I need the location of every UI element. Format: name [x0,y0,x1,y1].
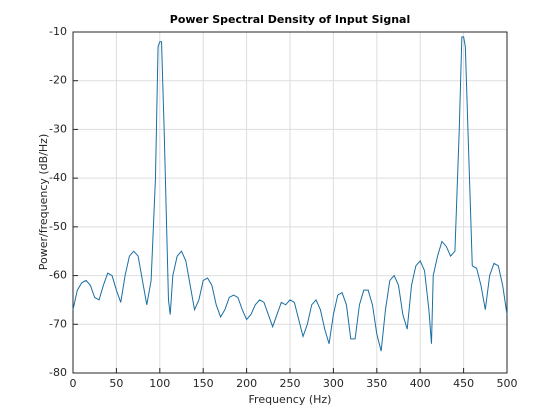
y-tick-label: -60 [49,269,67,282]
x-tick-label: 500 [497,377,518,390]
y-axis-label: Power/frequency (dB/Hz) [37,134,50,271]
x-tick-label: 50 [109,377,123,390]
x-tick-label: 350 [366,377,387,390]
x-tick-label: 100 [149,377,170,390]
x-tick-label: 450 [453,377,474,390]
y-tick-label: -40 [49,171,67,184]
x-tick-label: 300 [323,377,344,390]
x-tick-label: 0 [70,377,77,390]
x-tick-label: 400 [410,377,431,390]
plot-frame [72,31,508,374]
y-tick-label: -80 [49,366,67,379]
x-tick-label: 200 [236,377,257,390]
x-axis-label: Frequency (Hz) [249,393,332,406]
y-tick-label: -30 [49,122,67,135]
chart-title: Power Spectral Density of Input Signal [170,13,410,26]
y-tick-label: -50 [49,220,67,233]
data-line [72,36,508,352]
y-tick-label: -10 [49,25,67,38]
y-tick-label: -20 [49,74,67,87]
x-tick-label: 250 [280,377,301,390]
x-tick-label: 150 [193,377,214,390]
y-tick-label: -70 [49,317,67,330]
